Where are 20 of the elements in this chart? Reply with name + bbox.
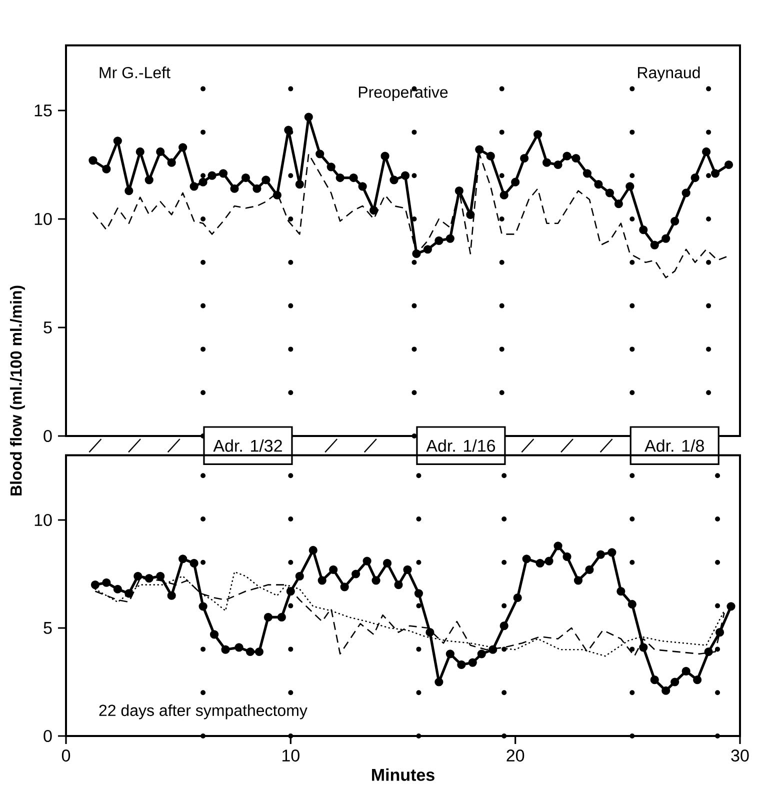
- x-axis-title: Minutes: [372, 768, 434, 781]
- annotation: Mr G.-Left: [100, 66, 170, 78]
- annotation: Preoperative: [358, 86, 448, 102]
- x-tick-label: 30: [731, 750, 749, 762]
- y-tick-label: 10: [34, 212, 52, 226]
- annotation: 22 days after sympathectomy: [99, 704, 308, 720]
- y-tick-label: 0: [44, 730, 52, 742]
- y-tick-label: 5: [44, 322, 52, 334]
- x-tick-label: 10: [282, 750, 300, 762]
- y-axis-title: Blood flow (ml./100 ml./min): [10, 286, 25, 496]
- text: Adr. 1/8: [644, 439, 704, 452]
- y-tick-label: 5: [44, 622, 52, 634]
- x-tick-label: 20: [506, 750, 524, 762]
- y-tick-label: 10: [34, 514, 52, 526]
- text: Adr. 1/16: [426, 439, 496, 452]
- text: Adr. 1/32: [213, 439, 282, 452]
- annotation: Raynaud: [638, 66, 700, 82]
- y-tick-label: 0: [44, 430, 52, 442]
- x-tick-label: 0: [62, 750, 70, 762]
- y-tick-label: 15: [34, 104, 52, 116]
